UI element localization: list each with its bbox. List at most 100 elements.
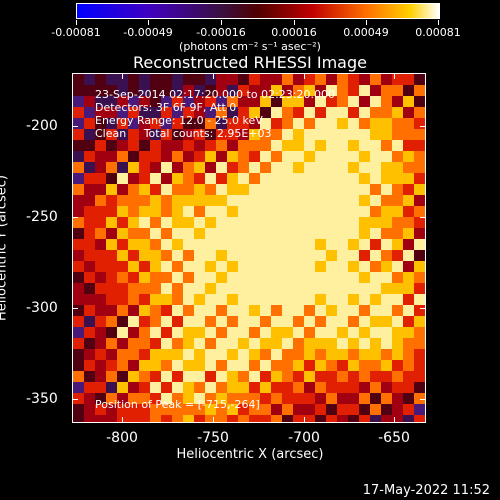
image-pixel — [304, 85, 315, 96]
image-pixel — [106, 316, 117, 327]
image-pixel — [403, 272, 414, 283]
image-pixel — [84, 239, 95, 250]
image-pixel — [95, 206, 106, 217]
peak-position: Position of Peak = [-715,-264] — [95, 398, 260, 411]
image-pixel — [359, 118, 370, 129]
image-pixel — [238, 294, 249, 305]
image-pixel — [249, 371, 260, 382]
image-pixel — [128, 261, 139, 272]
image-pixel — [172, 283, 183, 294]
image-pixel — [161, 206, 172, 217]
image-pixel — [249, 173, 260, 184]
image-pixel — [150, 184, 161, 195]
info-detectors: Detectors: 3F 6F 9F, Att 0 — [95, 101, 237, 114]
image-pixel — [128, 250, 139, 261]
image-pixel — [282, 305, 293, 316]
image-pixel — [227, 107, 238, 118]
image-pixel — [370, 404, 381, 415]
image-pixel — [271, 118, 282, 129]
image-pixel — [392, 305, 403, 316]
image-pixel — [260, 393, 271, 404]
image-pixel — [117, 96, 128, 107]
image-pixel — [150, 118, 161, 129]
image-pixel — [84, 118, 95, 129]
image-pixel — [238, 404, 249, 415]
image-pixel — [326, 261, 337, 272]
colorbar — [76, 3, 440, 19]
image-pixel — [326, 151, 337, 162]
image-pixel — [315, 118, 326, 129]
image-pixel — [106, 162, 117, 173]
image-pixel — [139, 349, 150, 360]
image-pixel — [194, 283, 205, 294]
image-pixel — [348, 74, 359, 85]
image-pixel — [238, 338, 249, 349]
image-pixel — [139, 184, 150, 195]
image-pixel — [293, 206, 304, 217]
image-pixel — [403, 74, 414, 85]
image-pixel — [370, 393, 381, 404]
image-pixel — [260, 173, 271, 184]
image-pixel — [172, 338, 183, 349]
image-pixel — [304, 393, 315, 404]
image-pixel — [315, 239, 326, 250]
image-pixel — [326, 206, 337, 217]
image-pixel — [84, 360, 95, 371]
image-pixel — [183, 338, 194, 349]
image-pixel — [293, 74, 304, 85]
image-pixel — [84, 206, 95, 217]
image-pixel — [293, 217, 304, 228]
image-pixel — [359, 107, 370, 118]
image-pixel — [348, 118, 359, 129]
image-pixel — [392, 107, 403, 118]
image-pixel — [150, 74, 161, 85]
image-pixel — [73, 206, 84, 217]
image-pixel — [161, 85, 172, 96]
image-pixel — [381, 140, 392, 151]
image-pixel — [403, 96, 414, 107]
image-pixel — [205, 316, 216, 327]
image-pixel — [172, 107, 183, 118]
image-pixel — [370, 360, 381, 371]
image-pixel — [293, 382, 304, 393]
image-pixel — [381, 96, 392, 107]
image-pixel — [392, 338, 403, 349]
image-pixel — [128, 151, 139, 162]
image-pixel — [414, 140, 425, 151]
image-pixel — [359, 217, 370, 228]
image-pixel — [139, 393, 150, 404]
image-plot: 23-Sep-2014 02:17:20.000 to 02:23:20.000… — [72, 73, 426, 423]
image-pixel — [282, 151, 293, 162]
colorbar-label: -0.00016 — [196, 26, 246, 39]
image-pixel — [392, 283, 403, 294]
image-pixel — [326, 360, 337, 371]
image-pixel — [117, 250, 128, 261]
image-pixel — [205, 239, 216, 250]
image-pixel — [348, 184, 359, 195]
image-pixel — [414, 338, 425, 349]
image-pixel — [392, 415, 403, 422]
image-pixel — [359, 382, 370, 393]
image-pixel — [238, 162, 249, 173]
image-pixel — [260, 96, 271, 107]
image-pixel — [414, 184, 425, 195]
image-pixel — [183, 129, 194, 140]
image-pixel — [414, 294, 425, 305]
image-pixel — [183, 294, 194, 305]
image-pixel — [326, 74, 337, 85]
image-pixel — [392, 151, 403, 162]
image-pixel — [282, 360, 293, 371]
image-pixel — [370, 96, 381, 107]
image-pixel — [282, 393, 293, 404]
image-pixel — [271, 217, 282, 228]
image-pixel — [183, 173, 194, 184]
image-pixel — [183, 250, 194, 261]
image-pixel — [172, 217, 183, 228]
image-pixel — [216, 206, 227, 217]
image-pixel — [337, 206, 348, 217]
image-pixel — [260, 327, 271, 338]
image-pixel — [326, 85, 337, 96]
image-pixel — [194, 316, 205, 327]
image-pixel — [227, 162, 238, 173]
image-pixel — [227, 360, 238, 371]
